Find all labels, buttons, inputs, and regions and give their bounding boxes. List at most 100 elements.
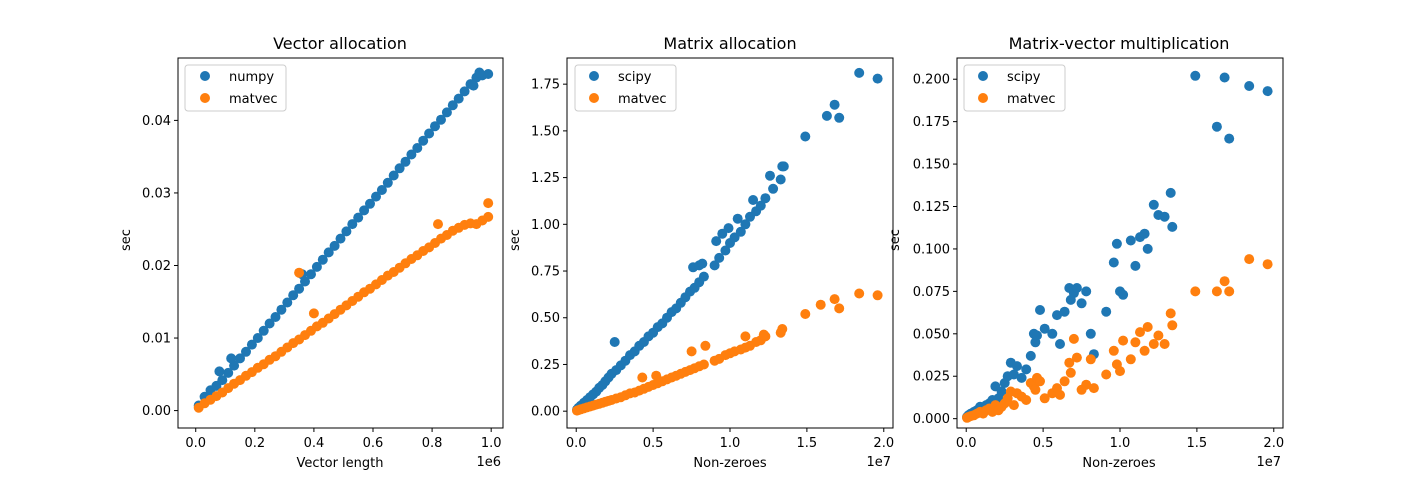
legend-label: matvec [618,92,667,107]
axes-frame [177,57,504,429]
y-tick-label: 0.200 [913,73,950,88]
x-axis-label: Non-zeroes [693,456,766,471]
data-point-scipy [1047,328,1058,339]
data-point-numpy [258,325,269,336]
panel-matrix-vector-multiplication: Matrix-vector multiplication Non-zeroes … [888,34,1284,471]
data-point-matvec [1021,395,1032,405]
chart-title: Matrix-vector multiplication [1009,34,1230,53]
data-point-scipy [1008,369,1019,380]
data-point-matvec [1030,384,1041,395]
data-point-numpy [276,304,287,315]
data-point-scipy [755,200,766,211]
data-point-scipy [1159,211,1170,222]
data-point-scipy [1148,199,1159,210]
data-point-numpy [270,312,281,322]
data-point-matvec [829,294,840,305]
y-tick-label: 1.25 [531,171,560,186]
data-point-numpy [323,247,334,258]
x-axis-label: Non-zeroes [1082,456,1155,471]
data-point-scipy [1055,339,1065,349]
data-point-numpy [347,219,358,230]
data-point-numpy [418,135,429,146]
data-point-matvec [1130,337,1141,348]
data-point-scipy [1190,70,1201,81]
plot-area: 0.0 0.2 0.4 0.6 0.8 1.0 0.00 0.01 0.02 0.03 0.04 [142,57,504,451]
data-point-matvec [1125,354,1136,365]
data-point-scipy [834,112,845,123]
data-point-matvec [483,198,494,209]
data-point-matvec [1065,367,1076,378]
data-point-scipy [1244,81,1255,91]
data-point-matvec [483,211,494,222]
x-offset-label: 1e6 [476,455,501,470]
legend-label: matvec [1007,92,1056,107]
data-point-numpy [353,212,364,223]
data-point-matvec [1211,286,1222,297]
data-point-numpy [468,80,479,91]
y-tick-label: 0.02 [142,259,171,274]
x-tick-label: 0.0 [566,436,587,451]
y-axis-label: sec [119,229,134,251]
data-point-scipy [854,67,865,78]
data-point-matvec [1055,389,1065,400]
data-point-numpy [246,339,257,350]
data-point-numpy [453,93,464,104]
data-point-numpy [341,226,352,237]
data-point-scipy [800,131,811,142]
data-point-matvec [775,327,786,338]
legend-marker-numpy [200,71,210,81]
chart-title: Matrix allocation [663,34,796,53]
x-tick-label: 1.5 [1187,436,1208,451]
chart-title: Vector allocation [273,34,407,53]
data-point-numpy [359,205,370,216]
data-point-matvec [740,331,751,342]
y-tick-label: 0.25 [531,358,560,373]
y-tick-label: 1.75 [531,78,560,93]
data-point-scipy [1139,228,1150,239]
data-point-scipy [714,252,725,263]
data-point-matvec [700,340,711,351]
data-point-scipy [1262,86,1273,97]
data-point-scipy [709,260,720,271]
data-point-numpy [376,185,387,195]
data-point-scipy [1211,121,1222,132]
x-tick-label: 0.6 [363,436,384,451]
data-point-numpy [371,191,381,202]
data-point-matvec [1035,376,1045,387]
y-tick-label: 0.01 [142,332,171,347]
data-point-numpy [223,367,234,378]
data-point-scipy [1219,72,1230,83]
y-tick-label: 1.00 [531,218,560,233]
data-point-matvec [1135,327,1145,338]
data-point-matvec [1039,393,1050,404]
y-tick-label: 0.050 [913,327,950,342]
data-point-matvec [698,359,709,370]
data-point-scipy [1032,330,1042,341]
data-point-numpy [388,170,399,181]
x-tick-label: 1.0 [1110,436,1131,451]
data-point-matvec [1088,383,1099,394]
data-point-scipy [1108,257,1119,268]
data-point-numpy [406,149,417,160]
data-point-scipy [1035,305,1045,315]
data-point-scipy [1111,238,1122,249]
data-point-scipy [735,226,746,237]
data-point-scipy [1085,328,1096,339]
data-point-numpy [459,86,470,97]
data-point-scipy [697,258,708,269]
data-point-numpy [217,375,228,386]
data-point-scipy [1021,364,1032,375]
data-point-numpy [241,346,251,357]
data-point-matvec [854,288,865,299]
data-point-scipy [775,174,786,185]
data-point-scipy [1165,187,1176,198]
data-point-numpy [252,333,263,343]
data-point-matvec [1139,345,1150,356]
data-point-scipy [829,99,840,110]
data-point-numpy [294,283,305,294]
y-tick-label: 1.50 [531,124,560,139]
data-point-scipy [1118,289,1129,300]
data-point-numpy [317,254,328,265]
data-point-scipy [1039,323,1050,334]
